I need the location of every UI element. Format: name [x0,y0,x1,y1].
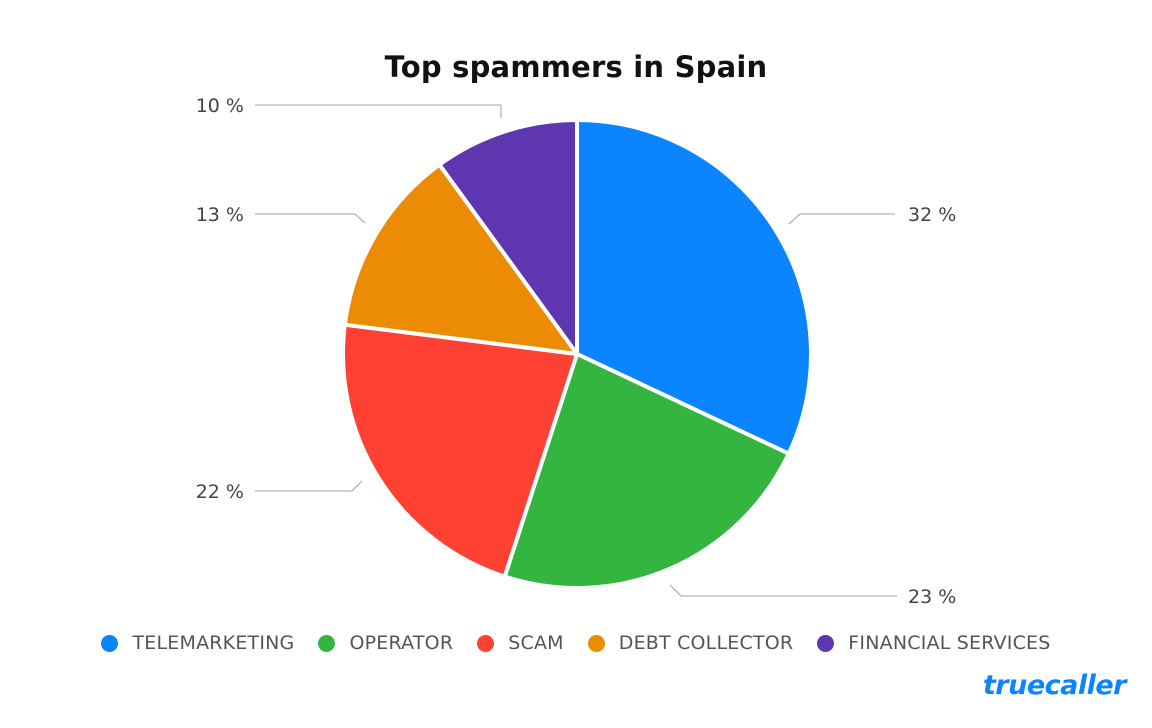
pie-slice-scam[interactable] [341,322,579,579]
pie-slice-financial-services[interactable] [437,118,579,356]
legend-label: SCAM [508,632,564,654]
callout-line [788,213,895,225]
legend-dot-icon [101,634,119,652]
legend-dot-icon [587,634,605,652]
legend-item-telemarketing[interactable]: TELEMARKETING [101,632,294,654]
callout-line [669,584,897,597]
callout-line [255,104,502,118]
pie-slices [341,118,813,590]
pie-slice-operator[interactable] [502,352,791,590]
legend-label: OPERATOR [349,632,454,654]
legend-label: FINANCIAL SERVICES [848,632,1051,654]
percent-label: 32 % [908,204,956,226]
legend-label: TELEMARKETING [132,632,295,654]
percent-label: 22 % [196,481,244,503]
truecaller-logo: truecaller [982,670,1127,701]
callouts: 32 % 23 % 22 % 13 % 10 % [196,95,957,608]
legend-label: DEBT COLLECTOR [618,632,794,654]
legend-dot-icon [318,634,336,652]
percent-label: 10 % [196,95,244,117]
callout-line [255,480,363,492]
legend-item-financial-services[interactable]: FINANCIAL SERVICES [817,632,1050,654]
legend: TELEMARKETING OPERATOR SCAM DEBT COLLECT… [0,632,1152,654]
chart-title: Top spammers in Spain [384,50,768,84]
percent-label: 23 % [908,586,956,608]
callout-line [255,213,366,224]
pie-slice-debt-collector[interactable] [342,162,579,356]
legend-item-operator[interactable]: OPERATOR [318,632,453,654]
legend-dot-icon [817,634,835,652]
pie-slice-telemarketing[interactable] [575,118,813,456]
percent-label: 13 % [196,204,244,226]
legend-item-debt-collector[interactable]: DEBT COLLECTOR [587,632,794,654]
legend-item-scam[interactable]: SCAM [477,632,564,654]
legend-dot-icon [477,634,495,652]
